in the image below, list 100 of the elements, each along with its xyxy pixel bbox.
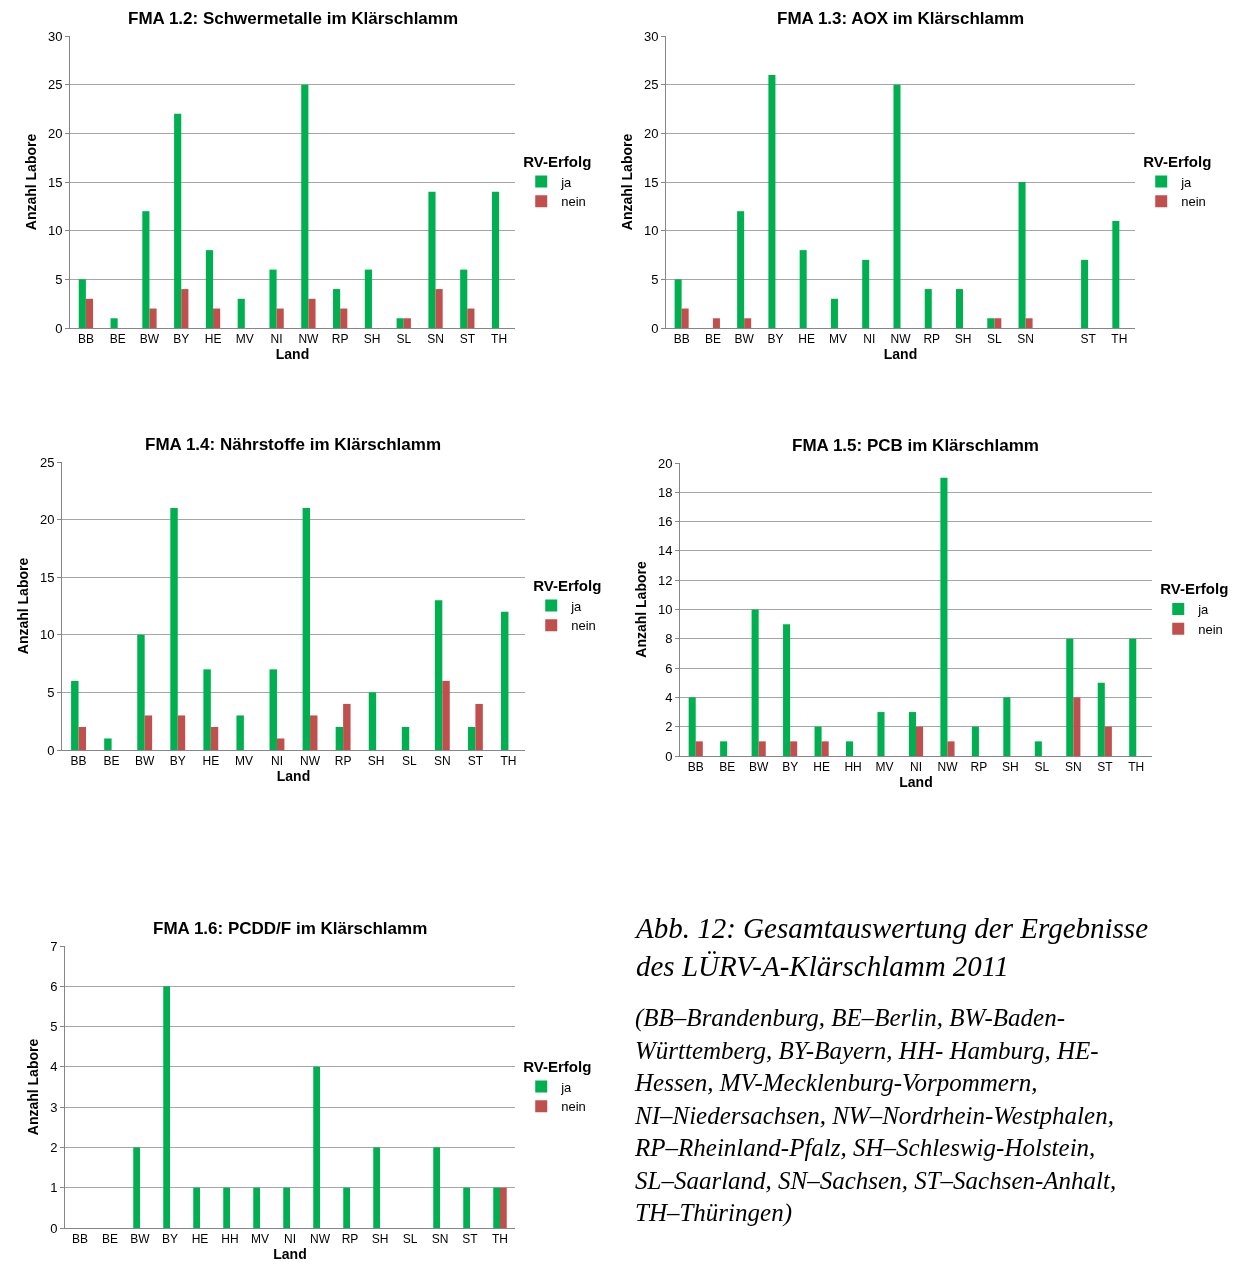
y-tick-label: 5: [47, 684, 55, 700]
bar: [1018, 182, 1026, 328]
bar: [463, 1187, 470, 1228]
y-tick-label: 18: [657, 484, 673, 500]
x-tick-label: NW: [890, 332, 912, 347]
text: (BB–Brandenburg, BE–Berlin, BW-Baden-Württemberg, BY-Bayern, HH- Hamburg, HE-Hessen, MV-Mecklenburg-Vorpommern, NI–Niedersachsen, NW–Nordrhein-Westphalen, RP–Rheinland-Pfalz, SH–Schleswig-Holstein, SL–Saarland, SN–Sachsen, ST–Sachsen-Anhalt, TH–Thüringen): [634, 1004, 1117, 1227]
bar: [301, 84, 309, 328]
bar: [435, 289, 443, 328]
y-tick-label: 0: [47, 742, 55, 758]
x-tick-label: BW: [135, 754, 156, 769]
bar: [845, 741, 854, 756]
bar: [971, 726, 979, 756]
y-tick-label: 0: [651, 320, 659, 336]
bar: [237, 298, 245, 328]
chart-title: FMA 1.5: PCB im Klärschlamm: [792, 436, 1039, 455]
x-axis-title: Land: [883, 346, 918, 363]
bar: [340, 308, 348, 328]
y-tick-label: 16: [657, 514, 673, 530]
y-tick-label: 5: [50, 1019, 58, 1035]
y-tick-label: 12: [657, 572, 673, 588]
bar: [203, 669, 211, 750]
x-tick-label: NI: [270, 332, 283, 347]
bar: [916, 726, 924, 756]
bar: [987, 318, 995, 328]
y-tick-label: 10: [657, 602, 673, 618]
x-tick-label: BY: [169, 754, 186, 769]
legend-label: nein: [561, 194, 586, 210]
bar: [310, 715, 318, 750]
bar: [821, 741, 829, 756]
x-tick-label: BW: [734, 332, 755, 347]
x-tick-label: SN: [1064, 760, 1082, 775]
y-tick-label: 4: [50, 1059, 58, 1075]
x-tick-label: MV: [828, 332, 847, 347]
bar: [170, 508, 178, 750]
bar: [501, 611, 509, 750]
y-axis-title: Anzahl Labore: [632, 561, 649, 658]
legend-title: RV-Erfolg: [1143, 152, 1212, 170]
x-tick-label: BW: [139, 332, 160, 347]
y-axis-title: Anzahl Labore: [14, 557, 31, 655]
y-tick-label: 6: [665, 660, 673, 676]
bar: [956, 289, 964, 328]
x-tick-label: BB: [687, 760, 704, 775]
x-tick-label: SL: [402, 1232, 418, 1247]
legend-title: RV-Erfolg: [533, 576, 602, 594]
bar: [1097, 682, 1105, 756]
bar: [862, 259, 870, 328]
y-tick-label: 1: [50, 1180, 58, 1196]
legend-label: nein: [571, 618, 596, 634]
x-tick-label: NW: [937, 760, 959, 775]
bar: [368, 692, 377, 750]
bar: [712, 318, 720, 328]
x-tick-label: ST: [462, 1232, 479, 1247]
x-tick-label: RP: [331, 332, 349, 347]
bar: [737, 211, 745, 328]
x-tick-label: HE: [204, 332, 222, 347]
chart-title: FMA 1.3: AOX im Klärschlamm: [777, 9, 1025, 28]
y-tick-label: 15: [39, 569, 55, 585]
bar: [893, 84, 901, 328]
bar: [223, 1187, 230, 1228]
bar: [283, 1187, 290, 1228]
y-tick-label: 7: [50, 938, 58, 954]
y-tick-label: 2: [50, 1139, 58, 1155]
bar: [1104, 726, 1112, 756]
x-tick-label: BW: [749, 760, 769, 775]
bar: [276, 308, 284, 328]
x-tick-label: NI: [863, 332, 876, 347]
text: Abb. 12: Gesamtauswertung der Ergebnisse des LÜRV-A-Klärschlamm 2011: [634, 912, 1149, 982]
legend-title: RV-Erfolg: [1160, 580, 1229, 597]
bar: [924, 289, 932, 328]
x-tick-label: MV: [235, 332, 254, 347]
bar: [213, 308, 221, 328]
bar: [335, 726, 344, 750]
bar: [491, 191, 500, 328]
x-tick-label: HH: [221, 1232, 239, 1247]
x-tick-label: BW: [130, 1232, 151, 1247]
x-tick-label: NW: [300, 754, 321, 769]
bar: [373, 1147, 380, 1228]
x-tick-label: RP: [923, 332, 941, 347]
x-tick-label: ST: [1080, 332, 1097, 347]
bar: [313, 1066, 320, 1228]
bar: [71, 680, 79, 750]
bar: [768, 74, 776, 328]
bar: [1003, 697, 1011, 756]
x-tick-label: BE: [704, 332, 721, 347]
x-tick-label: HE: [813, 760, 830, 775]
x-tick-label: TH: [1128, 760, 1145, 775]
bar: [475, 703, 483, 750]
bar: [720, 741, 728, 756]
bar: [758, 741, 766, 756]
bar: [814, 726, 822, 756]
x-tick-label: BB: [673, 332, 690, 347]
x-tick-label: HH: [844, 760, 862, 775]
bar: [163, 986, 170, 1228]
bar: [1112, 220, 1120, 328]
y-tick-label: 20: [47, 125, 63, 141]
bar: [396, 318, 404, 328]
x-tick-label: BE: [101, 1232, 119, 1247]
legend-title: RV-Erfolg: [523, 152, 592, 170]
x-tick-label: TH: [492, 1232, 508, 1247]
legend-label: nein: [1198, 621, 1223, 637]
